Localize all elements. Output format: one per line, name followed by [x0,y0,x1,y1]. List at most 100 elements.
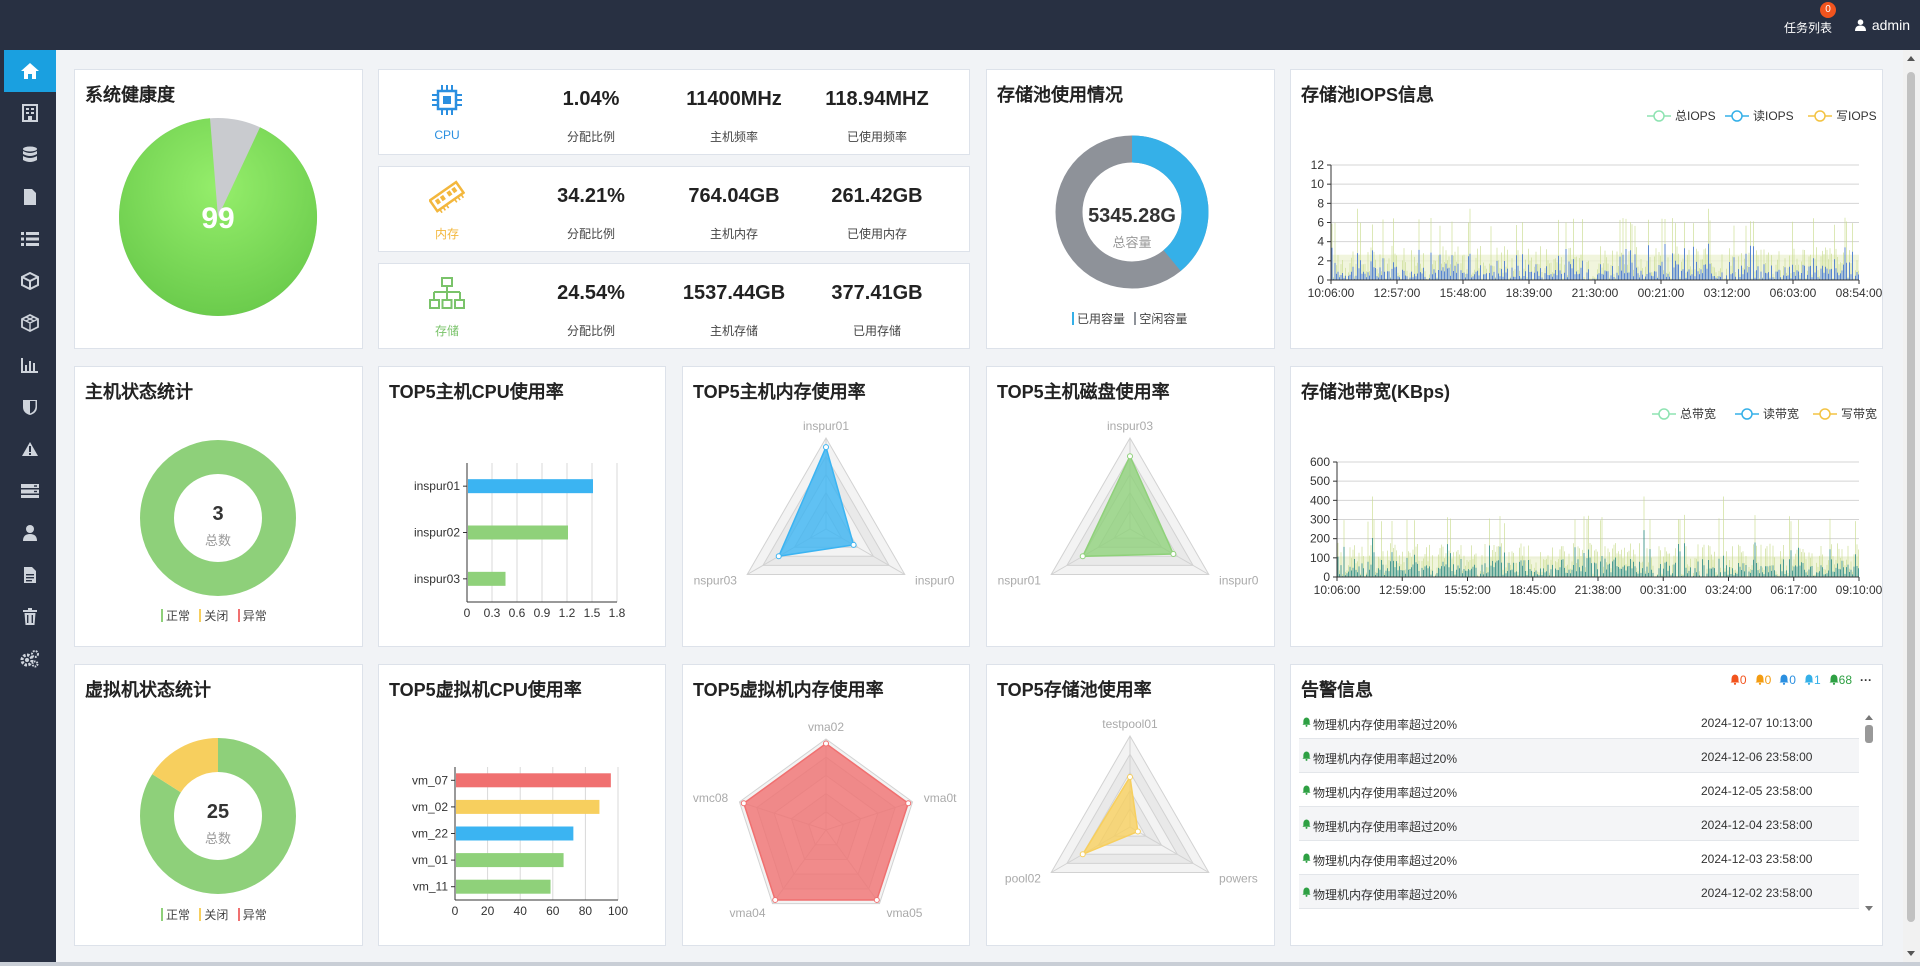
alarm-row[interactable]: 物理机内存使用率超过20% 2024-12-04 23:58:00 [1299,807,1859,841]
alarm-count-3[interactable]: 1 [1804,673,1821,687]
alarm-row[interactable]: 物理机内存使用率超过20% 2024-12-03 23:58:00 [1299,841,1859,875]
alarm-row[interactable]: 物理机内存使用率超过20% 2024-12-02 23:58:00 [1299,875,1859,909]
alarm-row[interactable]: 物理机内存使用率超过20% 2024-12-06 23:58:00 [1299,739,1859,773]
panel-title: TOP5主机磁盘使用率 [997,382,1170,402]
legend-error[interactable]: 异常 [237,906,267,923]
gears-icon [20,650,39,668]
alarm-count-2[interactable]: 0 [1779,673,1796,687]
sidebar-item-trash[interactable] [4,596,56,638]
database-icon [23,146,37,162]
sidebar-item-bar-chart[interactable] [4,344,56,386]
bell-icon [1804,674,1814,685]
sidebar-item-gears[interactable] [4,638,56,680]
sidebar [4,50,56,962]
alarm-row[interactable]: 物理机内存使用率超过20% 2024-12-05 23:58:00 [1299,773,1859,807]
x-tick-label: 80 [579,904,593,918]
x-tick-label: 21:38:00 [1575,583,1622,597]
resource-name: CPU [434,128,460,142]
resource-used-value: 118.94MHZ [825,88,929,110]
bell-icon [1829,674,1839,685]
top5-host-disk-panel: TOP5主机磁盘使用率 inspur03 inspur0 nspur01 [986,366,1275,647]
bell-icon [1302,785,1311,795]
resource-used-value: 261.42GB [831,185,923,207]
alarm-message: 物理机内存使用率超过20% [1313,786,1458,800]
radar-label: vma05 [886,906,922,920]
x-tick-label: 60 [546,904,560,918]
sidebar-item-file[interactable] [4,176,56,218]
sidebar-item-cubes[interactable] [4,302,56,344]
legend-normal[interactable]: 正常 [161,906,190,923]
x-tick-label: 09:10:00 [1836,583,1882,597]
alarm-message: 物理机内存使用率超过20% [1313,888,1458,902]
series-read [1331,243,1859,280]
bandwidth-chart: 0 100 200 300 400 500 600 10:06:00 12:59:00 15:52… [1310,406,1882,597]
alarm-message: 物理机内存使用率超过20% [1313,752,1458,766]
legend-free[interactable]: 空闲容量 [1134,310,1187,327]
cube-icon [21,272,39,290]
host-status-donut: 3 总数 [140,440,296,596]
legend-off[interactable]: 关闭 [199,906,228,923]
pool-total-value: 5345.28G [1088,205,1176,227]
legend-off[interactable]: 关闭 [199,607,228,624]
user-icon [1854,19,1866,31]
alarm-count-1[interactable]: 0 [1755,673,1771,687]
page-scrollbar[interactable] [1903,50,1920,962]
x-tick-label: 15:52:00 [1444,583,1491,597]
host-cpu-bar-chart: 0 0.3 0.6 0.9 1.2 1.5 1.8 inspur01 inspur02 inspu… [414,463,626,620]
alarm-message: 物理机内存使用率超过20% [1313,820,1458,834]
warning-icon [22,442,38,456]
bar [456,879,551,894]
sidebar-item-building[interactable] [4,92,56,134]
x-tick-label: 00:31:00 [1640,583,1687,597]
legend-marker [1741,408,1753,420]
x-tick-label: 18:39:00 [1506,286,1553,300]
legend-used[interactable]: 已用容量 [1072,310,1125,327]
top5-vm-mem-panel: TOP5虚拟机内存使用率 vma02 vma0t vma05 vma04 vmc08 [682,664,970,946]
resource-ratio-label: 分配比例 [566,227,615,241]
y-tick-label: 500 [1310,474,1330,488]
alarm-time: 2024-12-05 23:58:00 [1701,784,1813,798]
alarm-count-4[interactable]: 68 [1829,673,1852,687]
resource-total-value: 11400MHz [686,88,782,110]
legend-normal[interactable]: 正常 [161,607,190,624]
vm-status-panel: 虚拟机状态统计 25 总数 正常 关闭 异常 [74,664,363,946]
radar-label: inspur0 [1219,573,1259,587]
sidebar-item-user[interactable] [4,512,56,554]
y-tick-label: inspur01 [414,479,460,493]
y-tick-label: 100 [1310,551,1330,565]
top5-host-mem-panel: TOP5主机内存使用率 inspur01 inspur0 nspur03 [682,366,970,647]
x-tick-label: 03:12:00 [1704,286,1751,300]
sidebar-item-warning[interactable] [4,428,56,470]
trash-icon [23,608,37,625]
radar-point [1127,773,1133,780]
sidebar-item-shield[interactable] [4,386,56,428]
radar-point [1127,453,1133,460]
alarm-count-0[interactable]: 0 [1730,673,1747,687]
alarm-scrollbar[interactable] [1864,715,1874,911]
task-list-link[interactable]: 任务列表 [1783,21,1832,35]
sidebar-item-list[interactable] [4,218,56,260]
legend-label: 写带宽 [1841,406,1877,421]
scrollbar-thumb[interactable] [1907,72,1915,922]
resource-row: 内存 34.21% 分配比例 764.04GB 主机内存 261.42GB 已使用内存 [378,166,970,252]
storage-icon [429,277,465,309]
legend-label: 写IOPS [1836,109,1877,123]
radar-point [1170,551,1177,558]
user-menu[interactable]: admin [1854,17,1910,33]
legend-error[interactable]: 异常 [237,607,267,624]
panel-title: 告警信息 [1301,680,1373,700]
more-button[interactable]: ··· [1860,673,1872,687]
sidebar-item-database[interactable] [4,134,56,176]
y-tick-label: 6 [1317,216,1324,230]
resource-ratio-label: 分配比例 [566,324,615,338]
alarm-row[interactable]: 物理机内存使用率超过20% 2024-12-07 10:13:00 [1299,705,1859,739]
bell-icon [1302,887,1311,897]
list-icon [21,232,39,246]
health-gauge: 99 [119,118,318,316]
panel-title: 虚拟机状态统计 [85,680,211,700]
sidebar-item-home[interactable] [4,50,56,92]
sidebar-item-server[interactable] [4,470,56,512]
sidebar-item-cube[interactable] [4,260,56,302]
sidebar-item-document[interactable] [4,554,56,596]
vm-off-slice [140,738,296,894]
